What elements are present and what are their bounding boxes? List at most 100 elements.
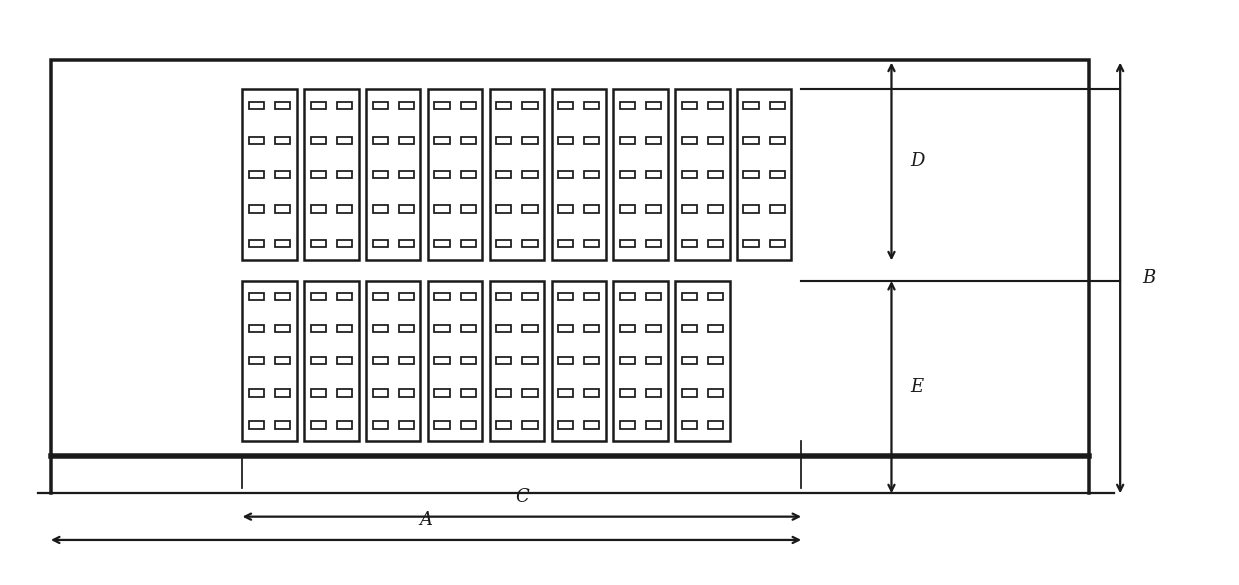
Bar <box>399 137 414 144</box>
Bar <box>435 102 450 109</box>
Bar <box>435 240 450 247</box>
Bar <box>249 240 264 247</box>
Bar <box>461 171 476 178</box>
Bar <box>620 421 636 429</box>
Bar <box>707 293 724 301</box>
Bar <box>337 421 352 429</box>
Bar <box>311 325 326 332</box>
Bar <box>497 390 512 397</box>
Bar <box>435 357 450 364</box>
Bar <box>646 137 662 144</box>
Bar <box>646 390 662 397</box>
Bar <box>337 137 352 144</box>
Bar <box>620 205 636 212</box>
Bar <box>497 293 512 301</box>
Bar <box>461 102 476 109</box>
Bar <box>584 205 600 212</box>
Bar <box>681 293 696 301</box>
Bar <box>620 325 636 332</box>
Bar <box>558 357 574 364</box>
Bar <box>681 137 696 144</box>
Bar <box>681 205 696 212</box>
Bar <box>243 281 297 441</box>
Bar <box>523 137 538 144</box>
Bar <box>435 137 450 144</box>
Bar <box>51 60 1089 456</box>
Bar <box>311 357 326 364</box>
Bar <box>558 171 574 178</box>
Bar <box>497 421 512 429</box>
Bar <box>558 293 574 301</box>
Bar <box>743 171 758 178</box>
Bar <box>558 240 574 247</box>
Text: D: D <box>909 153 924 170</box>
Bar <box>337 102 352 109</box>
Bar <box>551 281 606 441</box>
Bar <box>249 171 264 178</box>
Bar <box>707 390 724 397</box>
Bar <box>337 293 352 301</box>
Bar <box>497 357 512 364</box>
Bar <box>275 325 290 332</box>
Bar <box>249 357 264 364</box>
Bar <box>249 390 264 397</box>
Bar <box>584 421 600 429</box>
Bar <box>461 325 476 332</box>
Bar <box>275 102 290 109</box>
Bar <box>646 102 662 109</box>
Bar <box>558 390 574 397</box>
Bar <box>646 325 662 332</box>
Bar <box>311 102 326 109</box>
Bar <box>523 102 538 109</box>
Bar <box>584 390 600 397</box>
Bar <box>399 357 414 364</box>
Bar <box>275 205 290 212</box>
Bar <box>337 205 352 212</box>
Bar <box>497 240 512 247</box>
Bar <box>275 357 290 364</box>
Bar <box>311 137 326 144</box>
Bar <box>427 89 482 260</box>
Bar <box>311 240 326 247</box>
Bar <box>435 325 450 332</box>
Bar <box>523 205 538 212</box>
Bar <box>311 205 326 212</box>
Text: E: E <box>909 378 923 396</box>
Bar <box>399 390 414 397</box>
Bar <box>523 171 538 178</box>
Bar <box>620 390 636 397</box>
Bar <box>743 102 758 109</box>
Bar <box>681 171 696 178</box>
Text: A: A <box>420 511 432 529</box>
Bar <box>275 171 290 178</box>
Bar <box>373 293 388 301</box>
Bar <box>275 293 290 301</box>
Bar <box>373 357 388 364</box>
Bar <box>373 390 388 397</box>
Bar <box>427 281 482 441</box>
Bar <box>707 421 724 429</box>
Text: B: B <box>1142 269 1156 287</box>
Bar <box>461 240 476 247</box>
Bar <box>707 325 724 332</box>
Bar <box>435 205 450 212</box>
Bar <box>337 171 352 178</box>
Bar <box>366 281 420 441</box>
Bar <box>435 293 450 301</box>
Bar <box>523 293 538 301</box>
Bar <box>337 357 352 364</box>
Bar <box>769 240 784 247</box>
Bar <box>311 171 326 178</box>
Bar <box>373 102 388 109</box>
Bar <box>769 102 784 109</box>
Bar <box>311 390 326 397</box>
Bar <box>461 421 476 429</box>
Bar <box>681 390 696 397</box>
Bar <box>497 325 512 332</box>
Bar <box>366 89 420 260</box>
Bar <box>551 89 606 260</box>
Text: C: C <box>515 488 529 506</box>
Bar <box>584 325 600 332</box>
Bar <box>558 421 574 429</box>
Bar <box>523 357 538 364</box>
